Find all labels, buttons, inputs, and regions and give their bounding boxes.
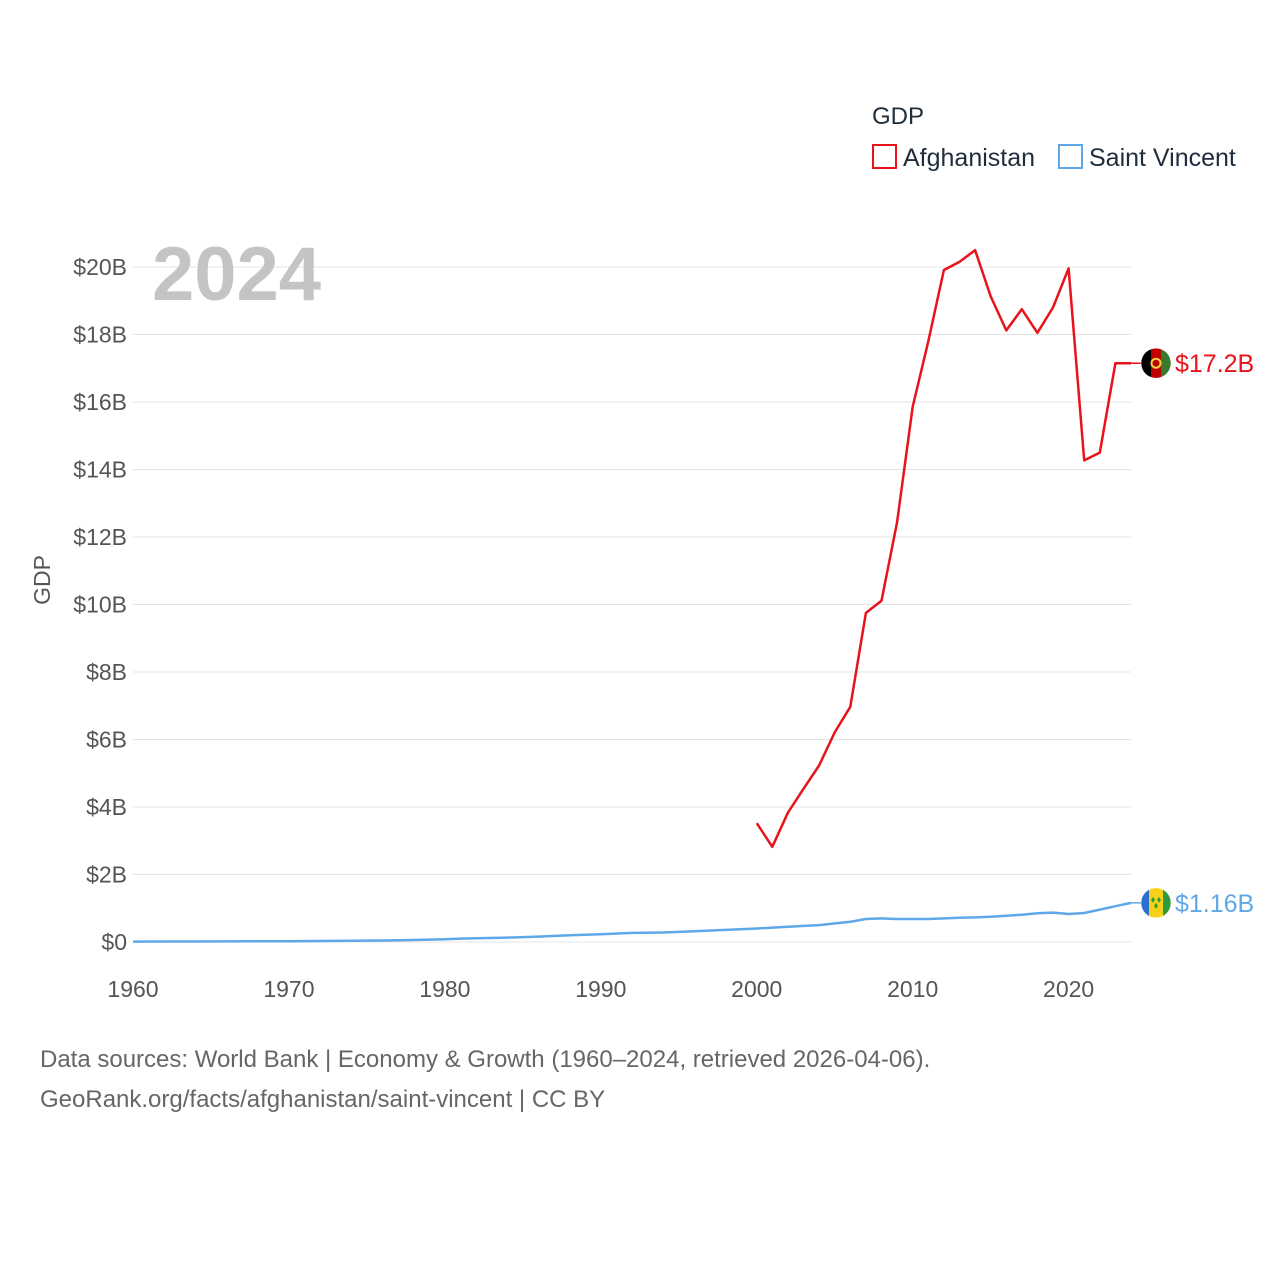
end-labels: $17.2B $1.16B: [1131, 347, 1254, 919]
x-tick-label: 1970: [263, 976, 314, 1002]
afghanistan-flag-icon: [1140, 347, 1172, 379]
x-tick-label: 2000: [731, 976, 782, 1002]
x-tick-label: 1990: [575, 976, 626, 1002]
legend-swatch-afghanistan: [872, 144, 897, 169]
gdp-line-chart: $0 $2B $4B $6B $8B $10B $12B $14B $16B $18B $20B 1…: [29, 103, 1254, 1002]
data-source-footer: Data sources: World Bank | Economy & Gro…: [40, 1040, 930, 1120]
legend: GDP Afghanistan Saint Vincent: [872, 103, 1236, 172]
y-axis-label: GDP: [29, 555, 55, 605]
legend-item-afghanistan[interactable]: Afghanistan: [872, 144, 1035, 172]
x-tick-label: 2010: [887, 976, 938, 1002]
y-tick-label: $20B: [73, 254, 127, 280]
y-tick-label: $8B: [86, 659, 127, 685]
y-axis-ticks: $0 $2B $4B $6B $8B $10B $12B $14B $16B $18B $20B: [73, 254, 127, 955]
legend-label-saint-vincent: Saint Vincent: [1089, 144, 1236, 172]
x-axis-ticks: 1960 1970 1980 1990 2000 2010 2020: [107, 976, 1094, 1002]
x-tick-label: 2020: [1043, 976, 1094, 1002]
current-year-label: 2024: [152, 232, 321, 317]
legend-swatch-saint-vincent: [1058, 144, 1083, 169]
legend-title: GDP: [872, 103, 924, 130]
end-value-label-saint-vincent: $1.16B: [1175, 890, 1254, 918]
y-tick-label: $14B: [73, 457, 127, 483]
series-line-saint-vincent[interactable]: [132, 901, 1132, 943]
y-tick-label: $4B: [86, 794, 127, 820]
saint-vincent-flag-icon: [1140, 887, 1172, 919]
legend-label-afghanistan: Afghanistan: [903, 144, 1035, 172]
y-tick-label: $10B: [73, 592, 127, 618]
y-tick-label: $2B: [86, 862, 127, 888]
footer-url-line: GeoRank.org/facts/afghanistan/saint-vinc…: [40, 1086, 606, 1113]
series-line-afghanistan[interactable]: [755, 248, 1131, 849]
footer-sources-line: Data sources: World Bank | Economy & Gro…: [40, 1046, 931, 1073]
y-tick-label: $16B: [73, 389, 127, 415]
y-tick-label: $0: [101, 929, 127, 955]
x-tick-label: 1960: [107, 976, 158, 1002]
legend-item-saint-vincent[interactable]: Saint Vincent: [1058, 144, 1236, 172]
end-value-label-afghanistan: $17.2B: [1175, 350, 1254, 378]
y-tick-label: $6B: [86, 727, 127, 753]
series-lines: [132, 248, 1132, 943]
x-tick-label: 1980: [419, 976, 470, 1002]
y-tick-label: $12B: [73, 524, 127, 550]
y-tick-label: $18B: [73, 322, 127, 348]
gridlines: [133, 266, 1131, 943]
